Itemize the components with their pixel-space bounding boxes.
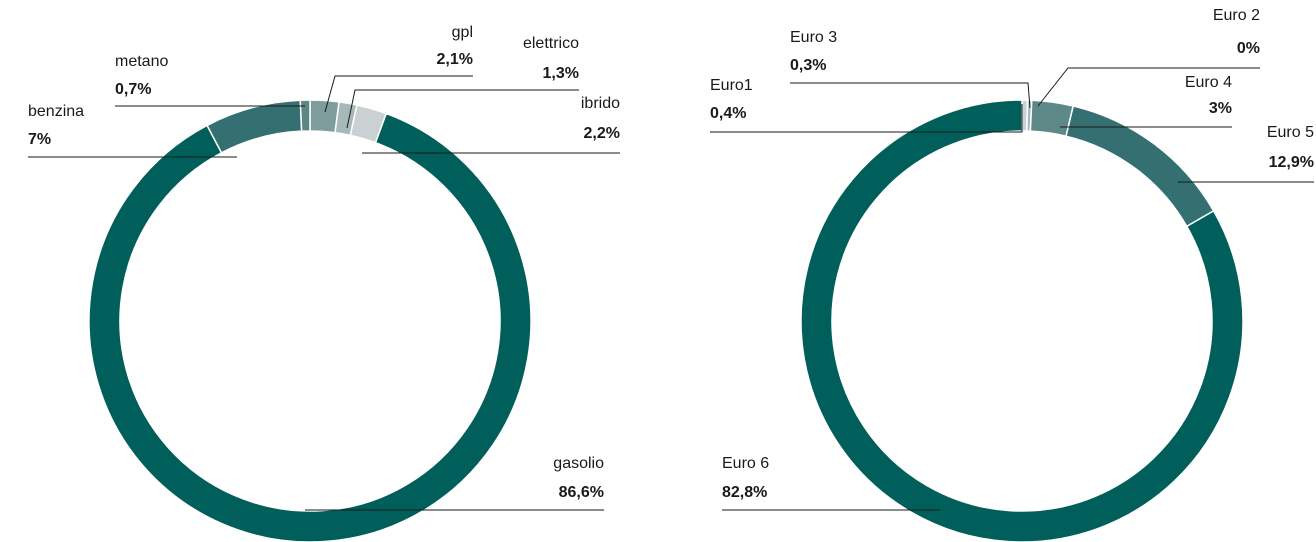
slice-name: Euro 6 — [722, 455, 769, 472]
slice-value: 12,9% — [1269, 154, 1314, 171]
slice-name: Euro 2 — [1213, 7, 1260, 24]
slice — [1065, 105, 1215, 228]
leader-line — [790, 82, 1031, 109]
slice-name: elettrico — [523, 35, 579, 52]
slice — [309, 99, 340, 134]
leader-line — [710, 104, 1023, 133]
slice-value: 2,2% — [584, 125, 620, 142]
slice-value: 3% — [1209, 100, 1232, 117]
slice-name: Euro 5 — [1267, 124, 1314, 141]
slice — [206, 99, 303, 154]
leader-line — [1037, 67, 1260, 107]
slice-value: 0,7% — [115, 81, 151, 98]
leader-line — [346, 89, 579, 129]
slice — [299, 99, 311, 132]
slice-value: 86,6% — [559, 484, 604, 501]
slice-value: 0,4% — [710, 105, 746, 122]
slice-name: gpl — [452, 24, 473, 41]
slice-value: 82,8% — [722, 484, 767, 501]
slice — [88, 112, 532, 542]
slice-value: 1,3% — [543, 65, 579, 82]
slice-name: benzina — [28, 103, 84, 120]
slice-value: 7% — [28, 131, 51, 148]
slice-name: gasolio — [553, 455, 604, 472]
slice — [800, 99, 1244, 542]
donut-chart: gpl 2,1% elettrico 1,3%ibrido 2,2% gasolio 86,… — [28, 24, 620, 542]
slice-value: 0% — [1237, 40, 1260, 57]
slice-name: Euro 3 — [790, 29, 837, 46]
donut-chart: Euro1 0,4% Euro 3 0,3% Euro 2 0% Euro 4 3% Euro … — [710, 7, 1314, 542]
slice-name: Euro 4 — [1185, 74, 1232, 91]
slice-value: 0,3% — [790, 57, 826, 74]
slice-name: metano — [115, 53, 168, 70]
slice-value: 2,1% — [437, 51, 473, 68]
leader-line — [324, 75, 473, 113]
slice-name: ibrido — [581, 95, 620, 112]
slice-name: Euro1 — [710, 77, 753, 94]
